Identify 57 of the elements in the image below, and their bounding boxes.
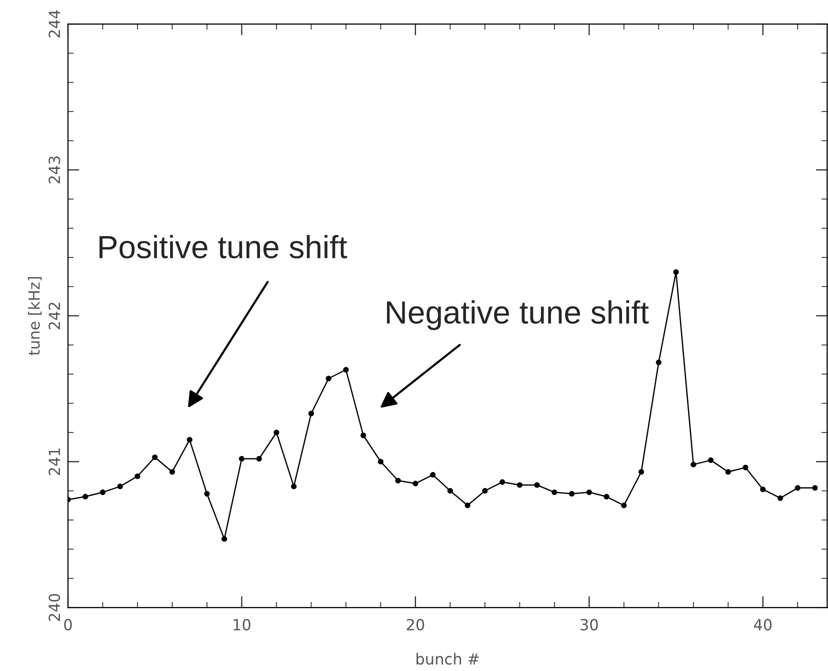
point (100, 490, 106, 496)
point (812, 485, 818, 491)
point (464, 502, 470, 508)
point (222, 536, 228, 542)
x-tick-label: 10 (234, 618, 250, 630)
point (621, 502, 627, 508)
point (586, 490, 592, 496)
point (117, 484, 123, 490)
point (395, 478, 401, 484)
point (673, 269, 679, 275)
point (534, 482, 540, 488)
point (82, 494, 88, 500)
point (256, 456, 262, 462)
point (134, 473, 140, 480)
point (777, 495, 784, 501)
y-tick-label: 240 (48, 594, 60, 621)
point (500, 479, 506, 485)
point (552, 490, 558, 496)
annotation: Positive tune shift (100, 234, 348, 258)
point (186, 436, 192, 443)
point (204, 490, 210, 497)
annotation: Negative tune shift (386, 300, 649, 330)
point (760, 486, 766, 492)
point (708, 457, 714, 463)
point (274, 430, 280, 436)
x-tick-label: 30 (580, 618, 598, 630)
x-tick-label: 20 (406, 618, 424, 630)
point (308, 410, 314, 416)
point (656, 360, 662, 366)
point (238, 456, 244, 462)
y-tick-label: 242 (48, 302, 60, 330)
y-tick-label: 241 (48, 448, 60, 476)
point (412, 480, 418, 486)
x-tick-label: 0 (64, 618, 72, 630)
point (430, 472, 436, 478)
y-tick-label: 244 (48, 10, 60, 38)
point (725, 469, 731, 475)
point (343, 366, 349, 373)
point (690, 462, 696, 468)
point (291, 484, 297, 490)
x-tick-label: 40 (754, 618, 772, 630)
point (794, 485, 800, 491)
point (326, 376, 332, 382)
x-axis-title: bunch # (416, 652, 479, 665)
point (169, 469, 175, 475)
point (360, 432, 366, 438)
point (152, 454, 158, 460)
point (378, 458, 384, 464)
point (638, 469, 644, 475)
y-tick-label: 243 (48, 156, 60, 184)
point (516, 482, 522, 488)
point (569, 490, 575, 497)
point (604, 494, 610, 500)
point (447, 488, 453, 494)
point (742, 464, 748, 470)
y-axis-title: tune [kHz] (28, 277, 42, 356)
point (482, 488, 488, 494)
